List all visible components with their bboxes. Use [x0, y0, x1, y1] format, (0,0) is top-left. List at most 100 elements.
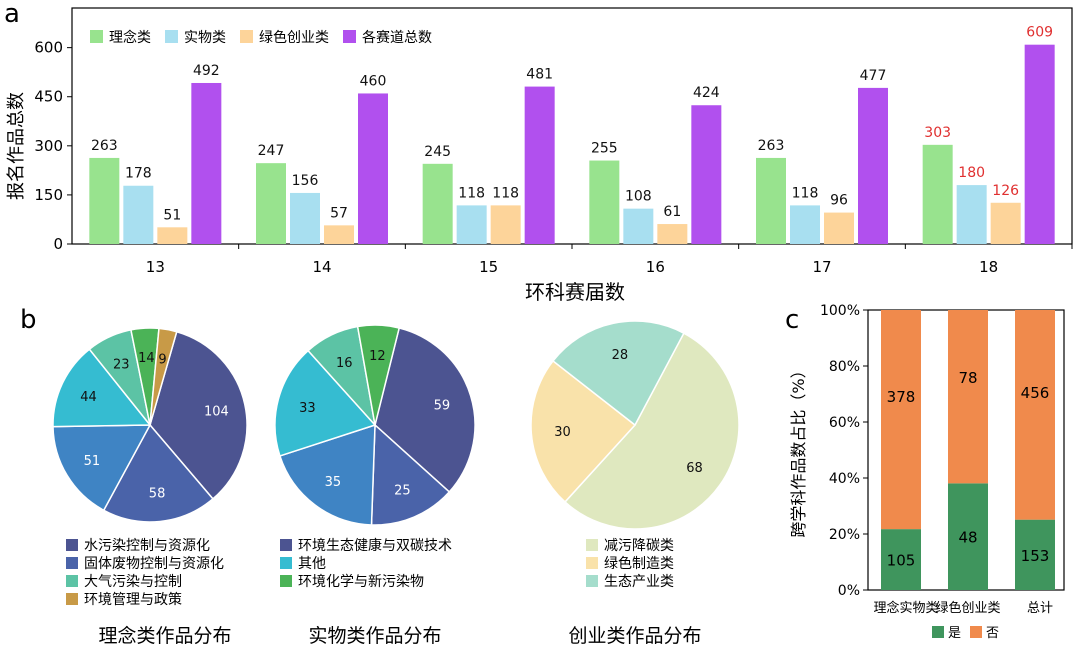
y-tick-label: 0% [838, 583, 860, 599]
pie-slice [530, 359, 637, 503]
legend-swatch [240, 30, 253, 43]
stacked-bar-segment [1015, 310, 1055, 520]
x-tick-label: 16 [646, 258, 665, 276]
bar-value-label: 255 [591, 141, 618, 157]
pie-legend-swatch [66, 575, 78, 587]
panel-label-b: b [20, 305, 37, 335]
pie-legend-label: 水污染控制与资源化 [84, 538, 210, 554]
pie-legend-swatch [586, 557, 598, 569]
bar [691, 105, 722, 245]
bar-value-label: 118 [792, 185, 819, 201]
pie-slice-label: 23 [113, 357, 130, 372]
bar-value-label: 108 [625, 189, 652, 205]
legend-swatch [90, 30, 103, 43]
stacked-y-axis-label: 跨学科作品数占比（%） [789, 362, 808, 537]
legend-label: 绿色创业类 [259, 29, 329, 46]
bar-value-label: 303 [924, 125, 951, 141]
x-tick-label: 18 [979, 258, 998, 276]
stacked-bar-value-label: 105 [887, 552, 916, 570]
y-tick-label: 150 [34, 186, 63, 204]
x-tick-label: 15 [479, 258, 498, 276]
bar-value-label: 57 [330, 205, 348, 221]
pie-slice-label: 28 [612, 348, 629, 363]
bar-value-label: 96 [830, 193, 848, 209]
bar [790, 205, 820, 244]
stacked-bar-value-label: 456 [1021, 384, 1050, 402]
y-axis-label: 报名作品总数 [6, 92, 27, 200]
bar [456, 205, 487, 244]
pie-title-startup: 创业类作品分布 [568, 625, 701, 647]
pie-legend-label: 环境管理与政策 [84, 591, 182, 608]
pie-slice-label: 33 [299, 401, 316, 416]
bar [756, 157, 786, 244]
bar-value-label: 180 [958, 165, 985, 181]
stacked-bar-segment [948, 310, 988, 484]
legend-swatch [343, 30, 356, 43]
bar-value-label: 424 [693, 85, 720, 101]
pie-legend-swatch [66, 539, 78, 551]
pie-legend-label: 环境生态健康与双碳技术 [298, 537, 452, 554]
legend-swatch [932, 626, 944, 638]
pie-legend-swatch [280, 539, 292, 551]
bar-value-label: 126 [992, 183, 1019, 199]
stacked-x-tick-label: 理念实物类 [873, 600, 938, 616]
bar-value-label: 61 [663, 204, 681, 220]
pie-slice-label: 51 [84, 454, 101, 469]
y-tick-label: 80% [829, 359, 860, 375]
bar-value-label: 460 [360, 73, 387, 89]
bar [422, 163, 453, 244]
pie-slice [149, 327, 178, 426]
legend-label: 否 [986, 626, 999, 641]
pie-legend-label: 绿色制造类 [604, 555, 674, 572]
pie-slice [52, 348, 152, 428]
pie-slice-label: 68 [686, 461, 703, 476]
stacked-bar-segment [881, 310, 921, 530]
stacked-bar-segment [881, 529, 921, 590]
pie-slice-label: 59 [434, 399, 451, 414]
bar-value-label: 118 [492, 185, 519, 201]
y-tick-label: 450 [34, 88, 63, 106]
y-tick-label: 600 [34, 39, 63, 57]
legend-label: 各赛道总数 [362, 30, 432, 46]
pie-slice [374, 327, 476, 493]
bar-value-label: 178 [125, 166, 152, 182]
legend-swatch [970, 626, 982, 638]
x-tick-label: 17 [812, 258, 831, 276]
bar [1024, 44, 1055, 244]
bar-value-label: 156 [292, 173, 319, 189]
bar [956, 185, 987, 244]
pie-slice [278, 423, 376, 526]
pie-chart-physical: 59 25 35 33 16 12 [274, 324, 476, 526]
bar [89, 157, 120, 244]
stacked-bar-value-label: 378 [887, 388, 916, 406]
y-tick-label: 100% [820, 303, 860, 319]
pie-slice-label: 9 [158, 352, 166, 367]
bar [191, 82, 222, 245]
bar [657, 224, 688, 244]
y-tick-label: 20% [829, 527, 860, 543]
bar-value-label: 477 [860, 68, 887, 84]
bar-chart-bars: 263 178 51 492 247 156 57 460 245 118 118 481 255 108… [89, 25, 1055, 245]
legend-swatch [165, 30, 178, 43]
pie-legend-swatch [586, 575, 598, 587]
pie-slice-label: 30 [554, 425, 571, 440]
bar [922, 144, 953, 244]
bar [358, 93, 388, 244]
bar [623, 208, 654, 244]
bar [157, 227, 188, 244]
pie-slice-label: 58 [149, 487, 166, 502]
bar-value-label: 263 [758, 138, 785, 154]
y-tick-label: 0 [53, 235, 63, 253]
bar [123, 185, 154, 244]
pie-title-concept: 理念类作品分布 [98, 624, 231, 647]
pie-legend-label: 大气污染与控制 [84, 574, 182, 590]
stacked-bar-value-label: 48 [958, 529, 977, 547]
bar-value-label: 247 [258, 143, 285, 159]
bar [858, 87, 888, 245]
stacked-bar-segment [948, 483, 988, 590]
pie-slice [102, 423, 214, 523]
bar [824, 212, 854, 244]
